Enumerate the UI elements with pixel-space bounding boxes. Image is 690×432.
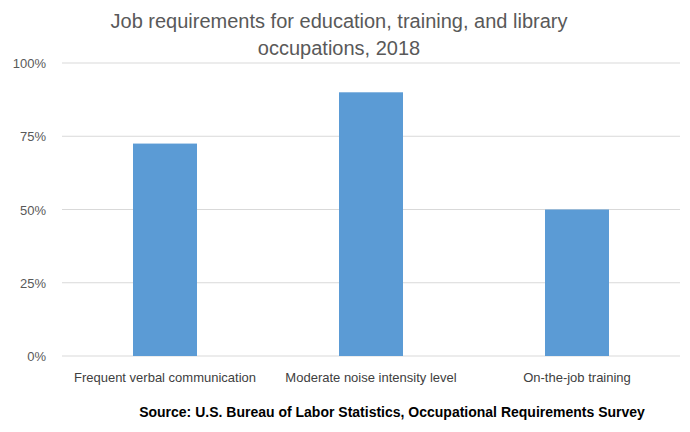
- y-tick-label: 100%: [13, 56, 47, 71]
- grid-line: [62, 63, 680, 64]
- y-tick-label: 0%: [27, 349, 46, 364]
- x-tick-label: Frequent verbal communication: [74, 370, 256, 385]
- bars: [133, 92, 609, 356]
- x-tick-label: On-the-job training: [523, 370, 631, 385]
- bar: [133, 144, 197, 356]
- x-tick-label: Moderate noise intensity level: [285, 370, 456, 385]
- grid: [62, 63, 680, 356]
- y-tick-label: 50%: [20, 203, 46, 218]
- chart-svg: Job requirements for education, training…: [0, 0, 690, 432]
- source-note: Source: U.S. Bureau of Labor Statistics,…: [139, 404, 645, 420]
- y-tick-label: 75%: [20, 129, 46, 144]
- y-tick-label: 25%: [20, 276, 46, 291]
- bar: [339, 92, 403, 356]
- bar: [545, 210, 609, 357]
- chart-title: Job requirements for education, training…: [111, 10, 568, 59]
- chart-container: Job requirements for education, training…: [0, 0, 690, 432]
